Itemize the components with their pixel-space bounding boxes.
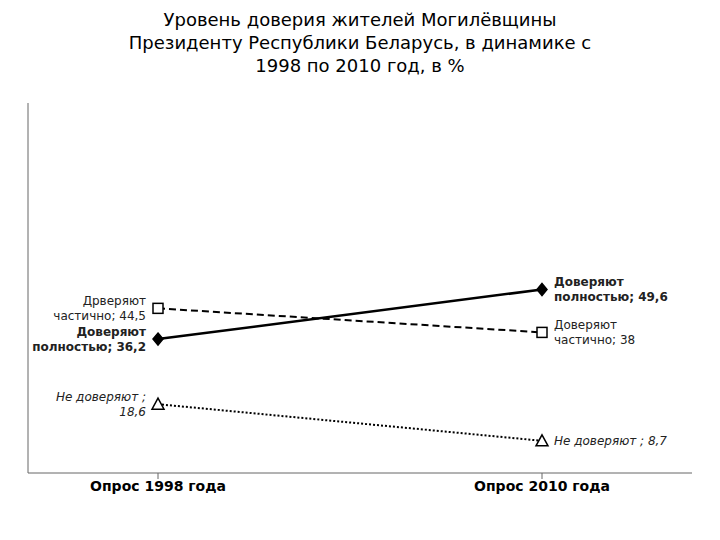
svg-text:Доверяютполностью; 36,2: Доверяютполностью; 36,2 bbox=[32, 325, 146, 354]
svg-text:Не доверяют ; 8,7: Не доверяют ; 8,7 bbox=[554, 434, 667, 448]
svg-text:Доверяютполностью; 49,6: Доверяютполностью; 49,6 bbox=[554, 275, 668, 304]
svg-text:Дрверяютчастично; 44,5: Дрверяютчастично; 44,5 bbox=[53, 294, 146, 323]
svg-text:Опрос 1998 года: Опрос 1998 года bbox=[90, 478, 226, 494]
svg-text:Доверяютчастично; 38: Доверяютчастично; 38 bbox=[554, 318, 635, 347]
svg-text:Опрос 2010 года: Опрос 2010 года bbox=[474, 478, 610, 494]
html-text:Уровень доверия жителей Могилё: Уровень доверия жителей Могилёвщины През… bbox=[128, 9, 592, 76]
svg-text:Не доверяют ;18,6: Не доверяют ;18,6 bbox=[56, 390, 146, 419]
